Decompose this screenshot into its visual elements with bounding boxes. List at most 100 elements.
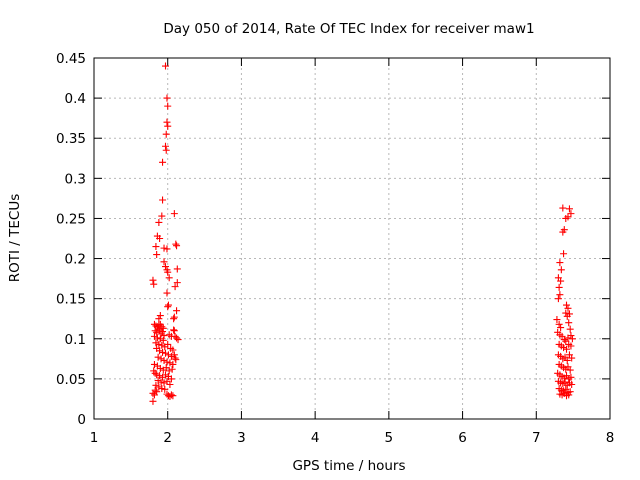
x-tick-label: 6: [458, 430, 467, 446]
data-point: [166, 359, 174, 367]
data-point: [557, 277, 565, 285]
data-point: [170, 327, 178, 335]
data-point: [567, 342, 575, 350]
data-point: [169, 346, 177, 354]
data-point: [174, 336, 182, 344]
data-point: [166, 381, 174, 389]
data-point: [173, 242, 181, 250]
x-tick-label: 4: [311, 430, 320, 446]
data-point: [154, 353, 162, 361]
data-point: [556, 259, 564, 267]
data-point: [557, 266, 565, 274]
data-point: [152, 381, 160, 389]
data-point: [157, 355, 165, 363]
grid-lines: [94, 58, 610, 419]
data-point: [563, 312, 571, 320]
data-point: [159, 324, 167, 332]
data-point: [156, 364, 164, 372]
data-point: [160, 356, 168, 364]
data-point: [553, 316, 561, 324]
data-point: [564, 304, 572, 312]
data-point: [172, 240, 180, 248]
data-point: [158, 212, 166, 220]
data-point: [565, 319, 573, 327]
data-point: [567, 332, 575, 340]
data-point: [555, 320, 563, 328]
data-point: [156, 312, 164, 320]
data-point: [155, 315, 163, 323]
data-point: [154, 325, 162, 333]
data-point: [153, 251, 161, 259]
data-point: [560, 344, 568, 352]
data-point: [172, 356, 180, 364]
data-point: [164, 268, 172, 276]
data-point: [159, 196, 167, 204]
data-point: [163, 245, 171, 253]
data-point: [160, 258, 168, 266]
y-axis-label: ROTI / TECUs: [7, 194, 23, 282]
data-point: [162, 349, 170, 357]
data-point: [165, 274, 173, 282]
data-point: [153, 334, 161, 342]
data-point: [165, 367, 173, 375]
data-point: [567, 210, 575, 218]
data-point: [159, 328, 167, 336]
data-point: [156, 235, 164, 242]
data-point: [568, 335, 576, 343]
data-point: [162, 62, 170, 70]
data-point: [167, 352, 175, 360]
data-point: [155, 340, 163, 348]
data-point: [155, 218, 163, 226]
data-point: [158, 341, 166, 349]
y-tick-label: 0.4: [65, 91, 86, 107]
data-point: [164, 102, 172, 110]
data-point: [152, 243, 160, 251]
data-point: [161, 385, 169, 393]
x-axis-label: GPS time / hours: [292, 458, 405, 474]
x-tick-label: 5: [385, 430, 394, 446]
data-point: [173, 265, 181, 273]
y-tick-label: 0.15: [56, 292, 86, 308]
x-tick-label: 3: [237, 430, 246, 446]
data-point: [159, 158, 167, 166]
data-point: [162, 142, 170, 150]
data-point: [153, 328, 161, 336]
data-point: [157, 378, 165, 386]
data-point: [162, 371, 170, 379]
data-point: [563, 301, 571, 309]
data-point: [156, 347, 164, 355]
data-point: [149, 389, 157, 397]
data-point: [563, 356, 571, 364]
data-point: [566, 388, 574, 396]
data-point: [164, 340, 172, 348]
chart-title: Day 050 of 2014, Rate Of TEC Index for r…: [163, 21, 534, 37]
data-point: [154, 376, 162, 384]
data-point: [156, 372, 164, 380]
x-tick-label: 7: [532, 430, 541, 446]
data-point: [164, 351, 172, 359]
data-point: [164, 122, 172, 130]
y-tick-label: 0: [77, 412, 86, 428]
data-point: [160, 379, 168, 387]
data-point: [164, 303, 172, 311]
data-point: [171, 354, 179, 362]
data-point: [173, 307, 181, 315]
data-point: [150, 360, 158, 368]
y-tick-label: 0.05: [56, 372, 86, 388]
data-point: [173, 279, 181, 287]
data-point: [560, 250, 568, 258]
data-point: [171, 283, 179, 291]
data-point: [150, 332, 158, 340]
data-point: [170, 351, 178, 359]
data-point: [169, 360, 177, 368]
data-point: [162, 263, 170, 271]
data-point: [167, 375, 175, 383]
data-point: [169, 392, 177, 400]
data-point: [567, 373, 575, 381]
data-point: [162, 130, 170, 138]
data-point: [149, 397, 157, 405]
x-tick-label: 1: [90, 430, 99, 446]
y-tick-label: 0.35: [56, 131, 86, 147]
data-point: [555, 283, 563, 291]
